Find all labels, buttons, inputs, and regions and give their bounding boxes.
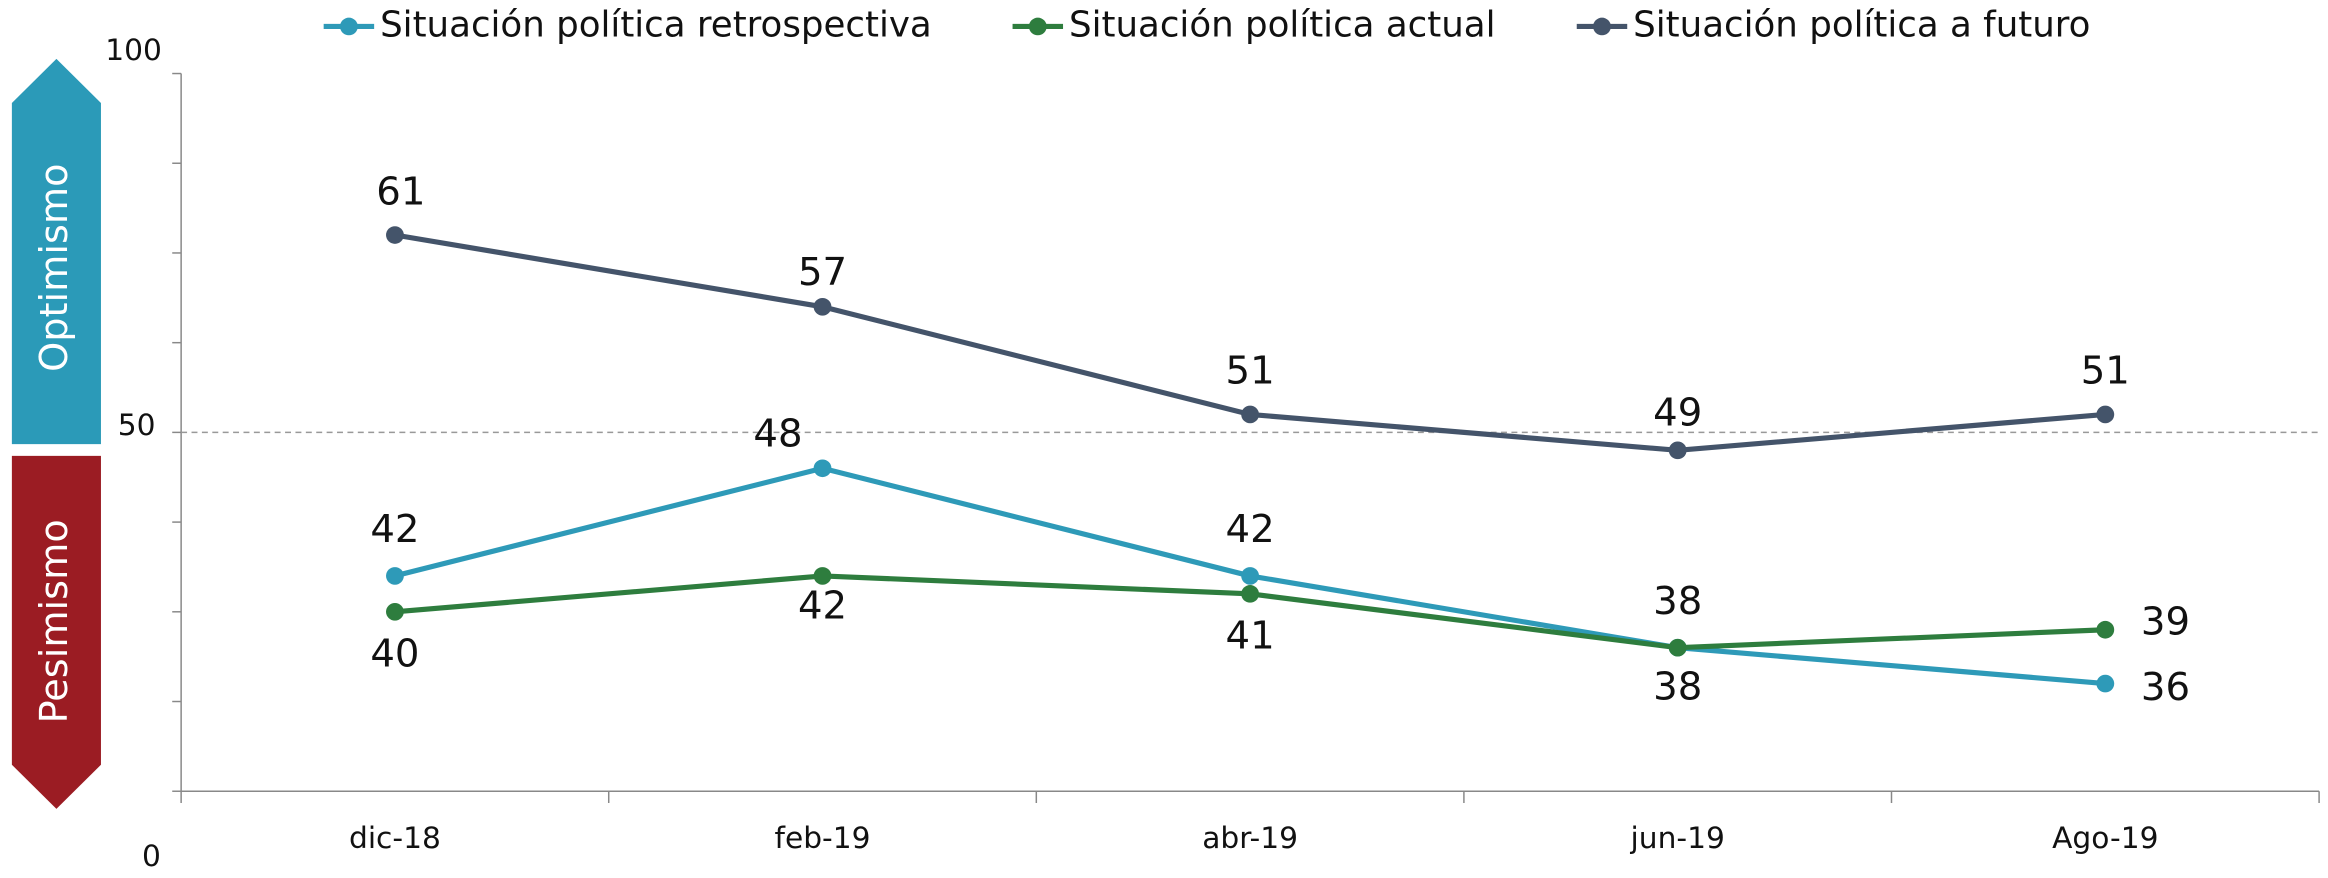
data-point bbox=[1668, 638, 1687, 657]
data-point bbox=[386, 226, 404, 244]
legend-label: Situación política retrospectiva bbox=[380, 5, 932, 46]
legend-label: Situación política a futuro bbox=[1633, 5, 2090, 46]
data-point bbox=[386, 602, 404, 621]
legend-label: Situación política actual bbox=[1069, 5, 1496, 46]
data-label: 38 bbox=[1653, 579, 1702, 624]
data-label: 48 bbox=[753, 412, 802, 457]
data-label: 51 bbox=[2081, 349, 2130, 394]
data-point bbox=[1668, 441, 1687, 460]
data-label: 41 bbox=[1226, 614, 1275, 659]
data-label: 40 bbox=[370, 632, 419, 677]
x-tick-label: abr-19 bbox=[1202, 821, 1298, 855]
data-point bbox=[2096, 405, 2115, 424]
y-tick-label: 100 bbox=[105, 33, 162, 67]
data-label: 51 bbox=[1226, 349, 1275, 394]
data-point bbox=[1241, 567, 1260, 585]
data-point bbox=[1241, 585, 1260, 603]
legend-marker bbox=[1593, 17, 1611, 36]
x-tick-label: jun-19 bbox=[1630, 821, 1725, 855]
y-tick-label: 0 bbox=[142, 839, 161, 873]
x-tick-label: dic-18 bbox=[349, 821, 441, 855]
data-label: 42 bbox=[1226, 507, 1275, 552]
data-label: 57 bbox=[798, 250, 847, 295]
data-label: 49 bbox=[1653, 391, 1702, 436]
optimism-band bbox=[11, 58, 101, 445]
data-point bbox=[1241, 405, 1260, 424]
data-point bbox=[813, 297, 832, 316]
data-point bbox=[2096, 674, 2115, 693]
legend-marker bbox=[1028, 17, 1047, 36]
data-label: 61 bbox=[376, 169, 425, 214]
data-point bbox=[813, 459, 832, 478]
data-label: 38 bbox=[1653, 664, 1702, 709]
data-label: 42 bbox=[798, 584, 847, 629]
pessimism-band bbox=[11, 455, 101, 809]
data-label: 36 bbox=[2141, 665, 2190, 710]
data-label: 42 bbox=[370, 507, 419, 552]
data-point bbox=[813, 567, 832, 585]
data-point bbox=[2096, 620, 2115, 639]
band-label: Optimismo bbox=[32, 163, 77, 371]
x-tick-label: feb-19 bbox=[774, 821, 870, 855]
data-point bbox=[386, 567, 404, 585]
x-tick-label: Ago-19 bbox=[2052, 821, 2158, 855]
y-tick-label: 50 bbox=[118, 408, 156, 442]
data-label: 39 bbox=[2141, 599, 2190, 644]
legend-marker bbox=[339, 17, 358, 36]
band-label: Pesimismo bbox=[32, 519, 77, 723]
